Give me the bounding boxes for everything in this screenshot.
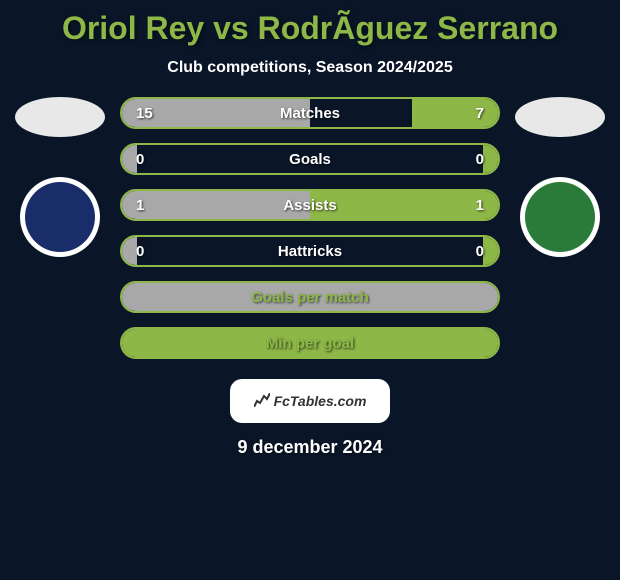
stat-value-left: 15 <box>136 105 153 122</box>
stat-value-right: 0 <box>476 243 484 260</box>
watermark-badge: FcTables.com <box>230 379 390 423</box>
stat-value-right: 0 <box>476 151 484 168</box>
stat-value-right: 1 <box>476 197 484 214</box>
stat-row: 0 0 Hattricks <box>120 235 500 267</box>
stat-label: Goals <box>289 151 331 168</box>
stat-row: Min per goal <box>120 327 500 359</box>
stat-label: Matches <box>280 105 340 122</box>
stat-value-left: 1 <box>136 197 144 214</box>
stat-value-left: 0 <box>136 151 144 168</box>
stat-label: Hattricks <box>278 243 342 260</box>
club-left-logo <box>20 177 100 257</box>
stat-value-left: 0 <box>136 243 144 260</box>
stat-row: Goals per match <box>120 281 500 313</box>
bar-left <box>122 145 137 173</box>
stat-row: 0 0 Goals <box>120 143 500 175</box>
stat-row: 15 7 Matches <box>120 97 500 129</box>
player-left-avatar <box>15 97 105 137</box>
stat-row: 1 1 Assists <box>120 189 500 221</box>
bar-left <box>122 191 310 219</box>
stat-label: Goals per match <box>251 289 369 306</box>
bar-right <box>310 191 498 219</box>
bar-right <box>483 145 498 173</box>
bar-left <box>122 237 137 265</box>
stat-value-right: 7 <box>476 105 484 122</box>
player-right-column <box>510 97 610 257</box>
chart-icon <box>254 393 270 410</box>
subtitle: Club competitions, Season 2024/2025 <box>0 59 620 77</box>
stats-column: 15 7 Matches 0 0 Goals 1 1 Assists 0 0 Hattricks Goa… <box>110 97 510 373</box>
bar-right <box>483 237 498 265</box>
date-label: 9 december 2024 <box>0 437 620 458</box>
stat-label: Assists <box>283 197 336 214</box>
club-right-logo <box>520 177 600 257</box>
player-right-avatar <box>515 97 605 137</box>
main-area: 15 7 Matches 0 0 Goals 1 1 Assists 0 0 Hattricks Goa… <box>0 97 620 373</box>
comparison-card: Oriol Rey vs RodrÃ­guez Serrano Club com… <box>0 0 620 468</box>
watermark-text: FcTables.com <box>274 393 367 409</box>
bar-right <box>412 99 498 127</box>
page-title: Oriol Rey vs RodrÃ­guez Serrano <box>0 10 620 47</box>
player-left-column <box>10 97 110 257</box>
stat-label: Min per goal <box>266 335 354 352</box>
